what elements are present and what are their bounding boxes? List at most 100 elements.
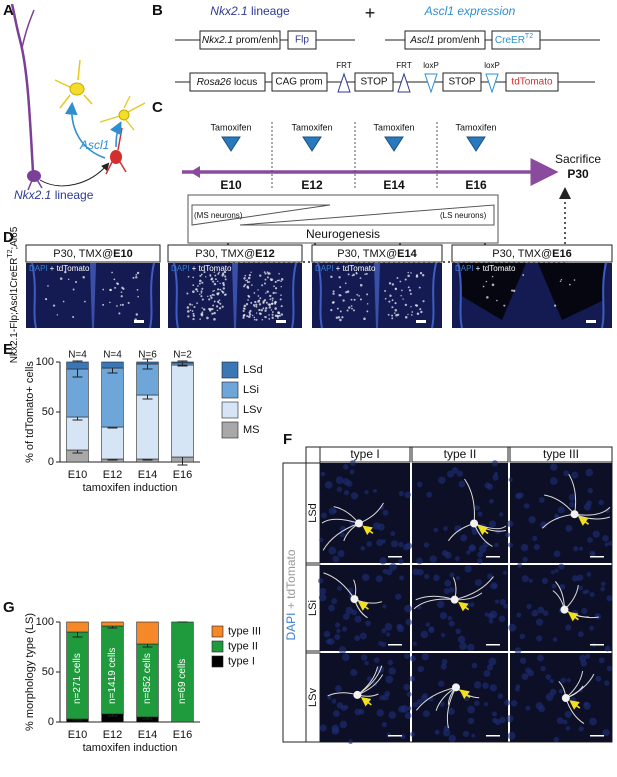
legend-swatch (221, 401, 239, 419)
cell (127, 301, 130, 304)
prefix: P30, TMX@ (337, 248, 397, 260)
nucleus (516, 612, 522, 618)
cell (266, 276, 269, 279)
cell (187, 275, 190, 278)
nucleus (332, 508, 338, 514)
neurite (473, 522, 507, 530)
site: FRT (396, 61, 412, 70)
cell (259, 274, 262, 277)
cell (222, 281, 225, 285)
nucleus (349, 469, 355, 475)
scale-bar (388, 644, 402, 646)
nucleus (486, 664, 494, 671)
nucleus (441, 658, 448, 665)
cell (251, 284, 253, 286)
nucleus (410, 731, 416, 737)
cell (135, 276, 138, 279)
soma (450, 595, 459, 604)
cell (243, 304, 247, 308)
cell (269, 294, 272, 298)
injection: Tamoxifen (373, 122, 414, 132)
cell (246, 315, 249, 318)
nucleus (460, 534, 468, 542)
word: ;Ai65 (9, 226, 20, 249)
cell (201, 287, 204, 290)
nucleus (456, 470, 464, 477)
neurite (413, 598, 455, 610)
cell (67, 278, 70, 281)
micrograph (312, 262, 442, 329)
cell (216, 309, 219, 312)
cell (410, 314, 413, 316)
nucleus (342, 653, 350, 662)
nucleus (438, 680, 445, 687)
cell (407, 313, 409, 316)
nucleus (506, 714, 514, 723)
cell (219, 282, 221, 285)
nucleus (490, 582, 498, 590)
nucleus (447, 707, 455, 716)
cell (271, 313, 274, 316)
nucleus (533, 543, 540, 551)
cell (419, 308, 422, 311)
nucleus (521, 575, 529, 583)
cell (243, 313, 246, 317)
cell (573, 279, 576, 281)
cell (224, 278, 227, 281)
cell (276, 279, 279, 282)
nucleus (381, 628, 387, 634)
cell (187, 315, 190, 318)
nucleus (336, 486, 343, 493)
cell (56, 314, 59, 316)
stage: E10 (113, 248, 133, 260)
legend-label: MS (243, 424, 260, 436)
nucleus (318, 593, 327, 602)
nucleus (526, 603, 532, 610)
nucleus (542, 610, 549, 616)
pointer (577, 516, 590, 526)
nucleus (557, 506, 565, 514)
nucleus (319, 724, 327, 732)
cell (332, 290, 335, 293)
cell (200, 295, 203, 298)
cell (201, 298, 204, 301)
cell (253, 305, 256, 308)
cell (359, 277, 362, 280)
cell (223, 270, 227, 274)
nucleus (416, 557, 423, 565)
nucleus (528, 515, 536, 524)
x-axis-label: tamoxifen induction (83, 742, 178, 754)
column-label: type I (350, 447, 379, 461)
nucleus (318, 578, 324, 584)
cell (47, 285, 49, 287)
nucleus (558, 688, 563, 694)
cell (422, 274, 425, 277)
cell (415, 275, 419, 278)
nucleus (483, 669, 491, 677)
cell (416, 312, 420, 316)
cell (197, 285, 199, 287)
soma (451, 683, 460, 692)
nucleus (382, 604, 387, 609)
cell (193, 305, 196, 308)
nucleus (487, 573, 493, 580)
nucleus (343, 489, 350, 496)
cell (84, 300, 86, 303)
nucleus (332, 555, 340, 563)
cell (208, 298, 211, 301)
reporter-construct (175, 72, 595, 94)
nucleus (331, 598, 338, 605)
nucleus (439, 611, 448, 620)
nucleus (473, 681, 482, 689)
nucleus (350, 668, 358, 677)
nucleus (400, 705, 409, 713)
cell (44, 298, 48, 301)
nucleus (581, 607, 588, 615)
micrograph (319, 460, 413, 565)
nucleus (447, 616, 453, 621)
cell (265, 301, 268, 304)
cell (258, 312, 262, 315)
bar-segment (171, 364, 194, 458)
cell (200, 290, 203, 293)
